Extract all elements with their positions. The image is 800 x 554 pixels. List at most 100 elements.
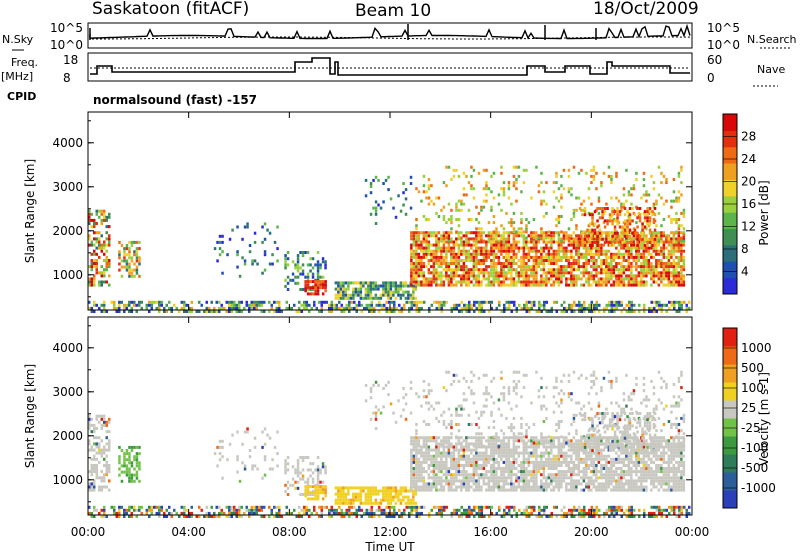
velocity-cell	[502, 479, 506, 483]
power-cell	[600, 280, 603, 284]
velocity-cell	[517, 436, 521, 440]
power-cell	[248, 310, 251, 313]
velocity-cell	[348, 515, 351, 518]
power-cell	[635, 265, 638, 269]
power-cell	[520, 268, 523, 272]
power-cell	[393, 303, 396, 307]
velocity-cell	[563, 511, 566, 515]
velocity-cell	[98, 476, 101, 480]
velocity-cell	[445, 467, 448, 470]
power-cell	[510, 249, 513, 253]
power-cell	[657, 234, 661, 238]
power-cell	[627, 252, 631, 256]
power-cell	[128, 265, 131, 269]
power-cell	[535, 246, 538, 250]
power-cell	[547, 234, 551, 238]
power-cell	[646, 216, 649, 220]
power-cell	[555, 181, 558, 185]
power-cell	[90, 252, 93, 256]
power-cell	[600, 252, 603, 256]
power-cell	[462, 193, 466, 197]
power-cell	[103, 259, 106, 262]
velocity-cell	[108, 467, 111, 470]
velocity-cell	[445, 451, 448, 455]
velocity-cell	[235, 515, 238, 518]
power-cell	[380, 306, 383, 310]
velocity-cell	[418, 511, 421, 515]
power-cell	[665, 255, 668, 259]
power-cell	[567, 227, 571, 231]
velocity-cell	[492, 467, 496, 470]
power-cell	[477, 283, 481, 287]
power-cell	[590, 246, 593, 250]
velocity-cell	[580, 511, 583, 515]
velocity-cell	[298, 511, 301, 515]
velocity-cell	[517, 482, 521, 486]
velocity-cell	[339, 486, 343, 490]
power-cell	[306, 272, 310, 276]
power-cell	[130, 244, 134, 247]
power-cell	[374, 212, 378, 216]
velocity-cell	[88, 417, 91, 421]
velocity-cell	[324, 471, 327, 475]
power-cell	[508, 300, 511, 304]
velocity-cell	[465, 470, 468, 474]
power-cell	[638, 213, 642, 217]
power-cell	[538, 310, 541, 313]
velocity-cell	[218, 511, 221, 515]
velocity-cell	[467, 464, 471, 467]
power-cell	[657, 262, 661, 265]
power-cell	[425, 243, 428, 247]
power-cell	[591, 244, 594, 247]
power-cell	[563, 306, 566, 310]
power-cell	[427, 234, 431, 238]
power-cell	[500, 310, 503, 313]
velocity-cell	[435, 479, 438, 483]
power-cell	[430, 184, 433, 188]
velocity-cell	[515, 515, 518, 518]
velocity-cell	[593, 515, 596, 518]
velocity-cell	[402, 495, 405, 499]
power-cell	[435, 262, 438, 265]
velocity-cell	[482, 482, 486, 486]
power-cell	[648, 237, 652, 241]
velocity-cell	[445, 476, 448, 480]
velocity-cell	[228, 515, 231, 518]
power-cell	[535, 271, 538, 275]
power-cell	[334, 287, 338, 291]
velocity-cell	[460, 511, 463, 515]
power-cell	[592, 277, 596, 281]
power-cell	[637, 259, 641, 262]
power-cell	[502, 181, 506, 185]
velocity-cell	[263, 427, 267, 431]
velocity-cell	[422, 442, 426, 446]
power-cell	[620, 252, 623, 256]
power-cell	[130, 259, 134, 263]
power-cell	[316, 286, 320, 290]
power-cell	[515, 234, 518, 238]
power-cell	[567, 239, 571, 243]
power-cell	[125, 262, 129, 266]
power-cell	[626, 240, 629, 244]
power-cell	[105, 237, 108, 241]
power-cell	[598, 237, 602, 241]
power-cell	[390, 300, 393, 304]
power-cell	[475, 231, 478, 235]
power-cell	[463, 303, 466, 307]
power-cell	[530, 246, 533, 250]
power-cell	[100, 218, 103, 222]
velocity-cell	[420, 476, 423, 480]
power-cell	[374, 296, 378, 300]
power-cell	[535, 259, 538, 262]
velocity-cell	[246, 430, 249, 434]
power-cell	[98, 237, 101, 241]
power-cell	[435, 268, 438, 272]
power-cell	[313, 303, 316, 307]
velocity-cell	[480, 439, 483, 443]
power-cell	[425, 237, 428, 241]
power-cell	[105, 225, 108, 229]
power-cell	[248, 244, 252, 247]
power-cell	[324, 286, 327, 290]
power-cell	[460, 202, 463, 206]
power-cell	[507, 277, 511, 281]
